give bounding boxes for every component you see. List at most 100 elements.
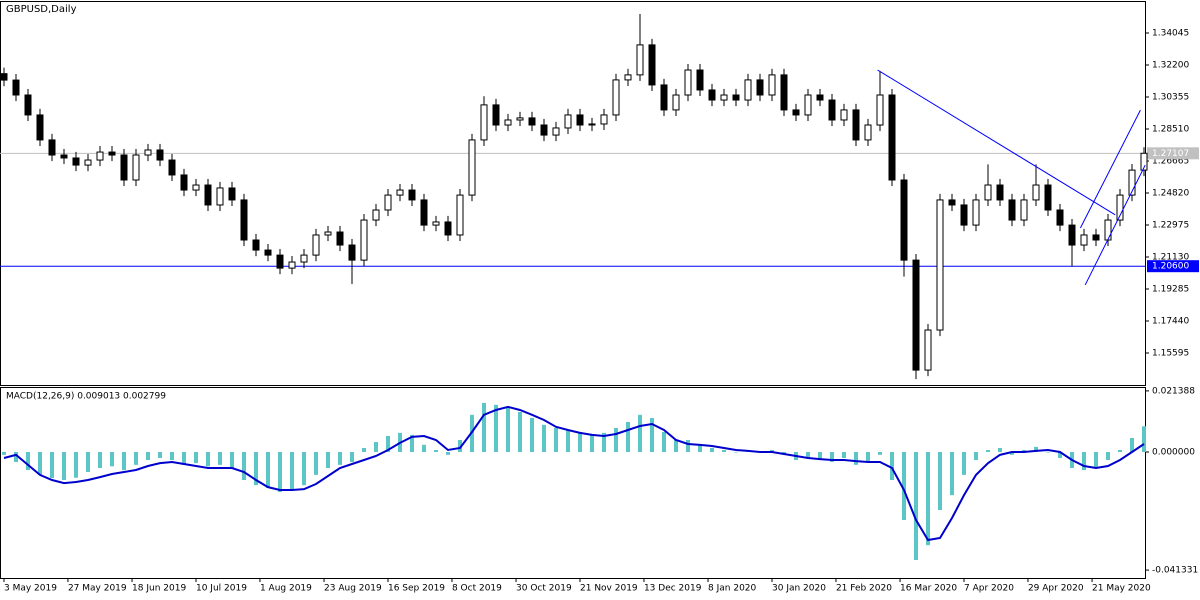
macd-bar bbox=[49, 452, 54, 478]
macd-bar bbox=[493, 404, 498, 452]
y-tick-label: 1.28510 bbox=[1152, 124, 1189, 134]
macd-bar bbox=[433, 450, 438, 452]
macd-bar bbox=[265, 452, 270, 488]
candle-body bbox=[900, 179, 908, 261]
macd-bar bbox=[157, 452, 162, 458]
candle-body bbox=[768, 74, 776, 96]
candle-body bbox=[1104, 219, 1112, 241]
candle-body bbox=[0, 73, 8, 81]
macd-bar bbox=[565, 430, 570, 452]
candle-body bbox=[552, 127, 560, 136]
macd-bar bbox=[1094, 452, 1099, 468]
macd-bar bbox=[986, 450, 991, 452]
candle-body bbox=[480, 104, 488, 141]
candle-body bbox=[1128, 169, 1136, 196]
macd-bar bbox=[1046, 452, 1051, 453]
candle-body bbox=[180, 174, 188, 191]
candle-body bbox=[1056, 209, 1064, 226]
candle-body bbox=[432, 221, 440, 226]
candle-body bbox=[984, 184, 992, 201]
candle-body bbox=[300, 254, 308, 263]
candle-body bbox=[588, 123, 596, 126]
candle-body bbox=[144, 149, 152, 156]
y-tick-label: 1.32200 bbox=[1152, 60, 1189, 70]
x-tick-label: 30 Oct 2019 bbox=[516, 584, 572, 594]
macd-bar bbox=[1058, 452, 1063, 458]
y-tick-label: 0.021388 bbox=[1152, 386, 1195, 396]
candle-body bbox=[816, 94, 824, 101]
x-tick-label: 21 Nov 2019 bbox=[580, 584, 638, 594]
candle-body bbox=[252, 239, 260, 251]
y-tick-label: 1.15595 bbox=[1152, 348, 1189, 358]
x-tick-label: 21 Feb 2020 bbox=[836, 584, 892, 594]
x-tick-label: 13 Dec 2019 bbox=[644, 584, 702, 594]
candle-body bbox=[1140, 152, 1148, 171]
macd-bar bbox=[842, 452, 847, 458]
macd-bar bbox=[325, 452, 330, 468]
candle-body bbox=[312, 234, 320, 256]
macd-bar bbox=[253, 452, 258, 486]
y-tick-label: 1.19285 bbox=[1152, 284, 1189, 294]
macd-bar bbox=[710, 448, 715, 452]
macd-bar bbox=[97, 452, 102, 468]
candle-body bbox=[840, 109, 848, 121]
price-tag-label: 1.20600 bbox=[1152, 262, 1189, 272]
candle-body bbox=[1092, 234, 1100, 241]
macd-bar bbox=[481, 402, 486, 452]
y-tick-label: 1.34045 bbox=[1152, 28, 1189, 38]
candle-body bbox=[852, 109, 860, 141]
macd-bar bbox=[938, 452, 943, 510]
candle-body bbox=[12, 79, 20, 96]
candle-body bbox=[876, 94, 884, 126]
macd-bar bbox=[277, 452, 282, 492]
candle-body bbox=[360, 219, 368, 261]
candle-body bbox=[684, 69, 692, 96]
macd-bar bbox=[650, 418, 655, 452]
macd-bar bbox=[313, 452, 318, 475]
candle-body bbox=[240, 199, 248, 241]
candle-body bbox=[456, 194, 464, 236]
macd-bar bbox=[734, 452, 739, 453]
candle-body bbox=[624, 74, 632, 81]
y-tick-label: 1.30355 bbox=[1152, 92, 1189, 102]
macd-bar bbox=[181, 452, 186, 465]
macd-bar bbox=[1010, 452, 1015, 455]
candle-body bbox=[36, 114, 44, 141]
x-tick-label: 1 Aug 2019 bbox=[260, 584, 312, 594]
candle-body bbox=[24, 94, 32, 116]
candle-body bbox=[408, 189, 416, 201]
macd-bar bbox=[974, 452, 979, 460]
candle-body bbox=[84, 159, 92, 166]
macd-bar bbox=[169, 452, 174, 460]
candle-body bbox=[204, 184, 212, 206]
candle-body bbox=[516, 117, 524, 121]
macd-bar bbox=[662, 432, 667, 452]
candle-body bbox=[72, 157, 80, 166]
macd-bar bbox=[301, 452, 306, 486]
macd-bar bbox=[914, 452, 919, 560]
macd-bar bbox=[998, 448, 1003, 452]
y-tick-label: 1.21130 bbox=[1152, 252, 1189, 262]
candle-body bbox=[804, 94, 812, 116]
macd-bar bbox=[950, 452, 955, 496]
price-tag bbox=[1147, 147, 1199, 160]
candle-body bbox=[744, 79, 752, 101]
x-tick-label: 7 Apr 2020 bbox=[964, 584, 1014, 594]
macd-bar bbox=[133, 452, 138, 465]
candle-body bbox=[96, 151, 104, 161]
candle-body bbox=[348, 244, 356, 261]
candle-body bbox=[912, 259, 920, 371]
macd-bar bbox=[1118, 450, 1123, 452]
price-tag bbox=[1147, 260, 1199, 273]
y-tick-label: 0.000000 bbox=[1152, 448, 1195, 458]
x-tick-label: 29 Apr 2020 bbox=[1028, 584, 1084, 594]
candle-body bbox=[864, 124, 872, 141]
macd-bar bbox=[890, 452, 895, 480]
macd-bar bbox=[926, 452, 931, 546]
candle-body bbox=[504, 119, 512, 126]
price-tag-label: 1.27107 bbox=[1152, 149, 1189, 159]
candle-body bbox=[156, 149, 164, 161]
macd-bar bbox=[578, 432, 583, 452]
macd-bar bbox=[698, 444, 703, 452]
candle-body bbox=[528, 117, 536, 126]
